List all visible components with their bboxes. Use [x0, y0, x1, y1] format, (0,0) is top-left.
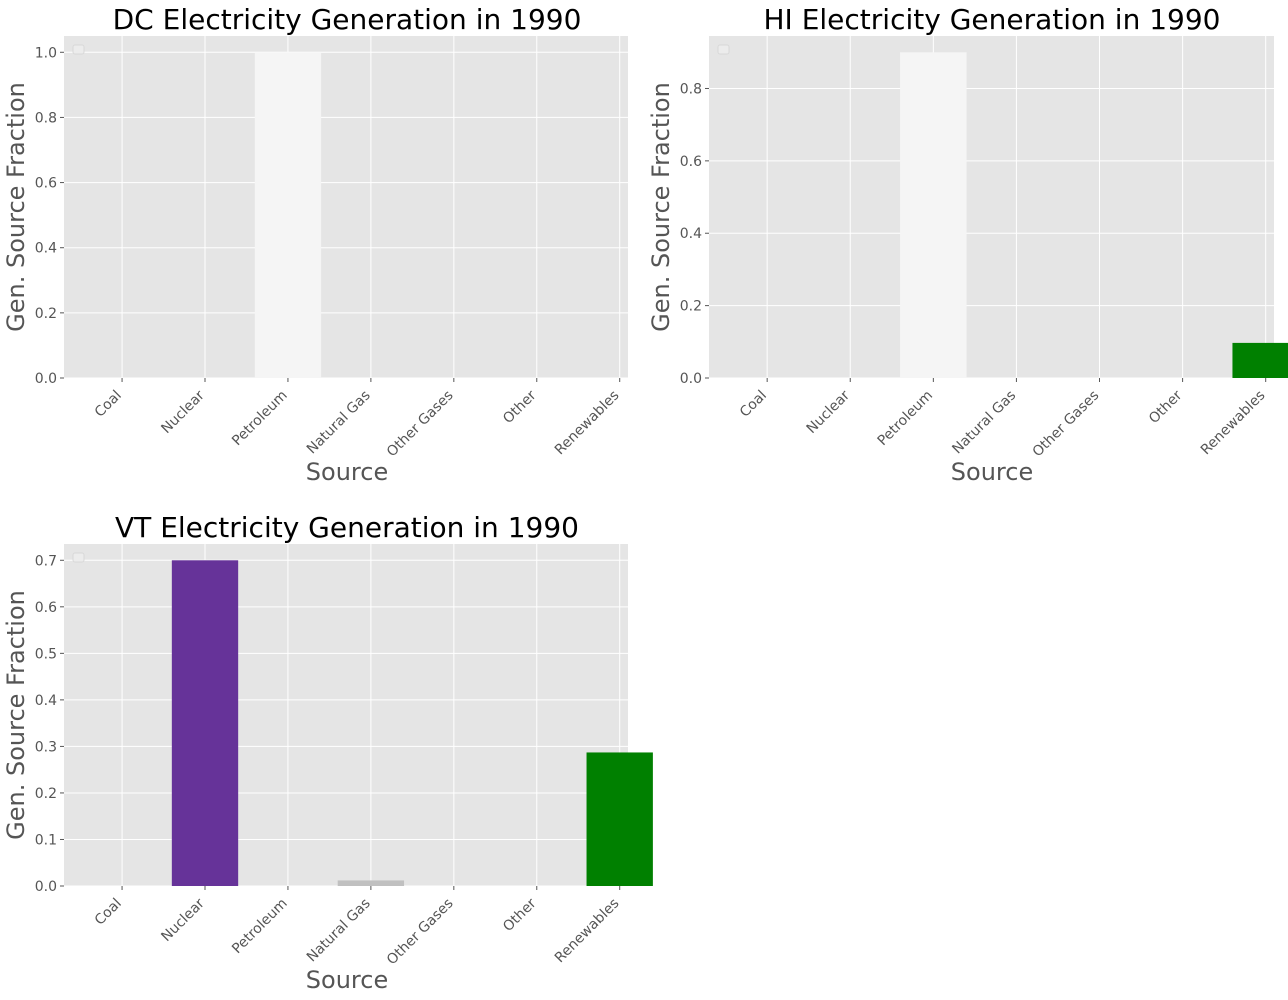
x-tick-label: Other Gases: [384, 896, 457, 969]
chart-title: DC Electricity Generation in 1990: [113, 3, 582, 36]
x-tick-label: Renewables: [1198, 388, 1269, 459]
y-tick-label: 0.8: [35, 110, 57, 126]
x-tick-label: Other Gases: [1030, 388, 1103, 461]
legend-box: [717, 44, 730, 55]
x-tick-label: Petroleum: [229, 896, 291, 958]
x-tick-label: Renewables: [552, 896, 623, 967]
bar-petroleum: [254, 52, 322, 379]
plot-area: [709, 36, 1274, 378]
y-tick-label: 0.8: [680, 81, 702, 97]
y-axis-label: Gen. Source Fraction: [2, 590, 30, 840]
y-tick-label: 0.6: [680, 154, 702, 170]
y-tick-label: 0.0: [35, 879, 57, 895]
x-tick-label: Petroleum: [875, 388, 937, 450]
x-tick-label: Other Gases: [384, 388, 457, 461]
y-tick-label: 0.0: [35, 371, 57, 387]
x-axis-label: Source: [306, 458, 388, 486]
chart-panel-1: 0.0 0.2 0.4 0.6 0.8 1.0 Coal Nuclear Petroleum Na…: [2, 3, 628, 486]
bar-petroleum: [900, 52, 967, 379]
bar-nuclear: [171, 560, 239, 886]
x-tick-label: Nuclear: [804, 387, 854, 437]
y-tick-label: 0.4: [35, 241, 57, 257]
x-tick-label: Coal: [737, 388, 770, 421]
x-axis-label: Source: [951, 458, 1033, 486]
bar-renewables: [1232, 342, 1288, 378]
x-tick-label: Renewables: [552, 388, 623, 459]
chart-panel-2: 0.0 0.2 0.4 0.6 0.8 Coal Nuclear Petroleum Natur…: [647, 3, 1288, 486]
y-tick-label: 1.0: [35, 45, 57, 61]
x-tick-label: Coal: [92, 388, 125, 421]
x-tick-label: Coal: [92, 896, 125, 929]
y-tick-label: 0.4: [35, 693, 57, 709]
chart-title: VT Electricity Generation in 1990: [115, 511, 579, 544]
chart-title: HI Electricity Generation in 1990: [764, 3, 1221, 36]
y-tick-label: 0.6: [35, 600, 57, 616]
x-tick-label: Petroleum: [229, 388, 291, 450]
x-tick-label: Nuclear: [158, 895, 208, 945]
x-tick-label: Nuclear: [158, 387, 208, 437]
y-tick-label: 0.6: [35, 176, 57, 192]
x-tick-label: Other: [500, 387, 540, 427]
y-axis-label: Gen. Source Fraction: [647, 82, 675, 332]
y-tick-label: 0.1: [35, 832, 57, 848]
bar-renewables: [586, 752, 653, 886]
legend-box: [72, 44, 85, 55]
y-tick-label: 0.4: [680, 226, 702, 242]
y-tick-label: 0.7: [35, 553, 57, 569]
x-tick-label: Natural Gas: [949, 388, 1019, 458]
x-tick-label: Natural Gas: [304, 896, 374, 966]
y-tick-label: 0.2: [35, 786, 57, 802]
y-tick-label: 0.2: [680, 299, 702, 315]
x-tick-label: Other: [500, 895, 540, 935]
plot-area: [64, 544, 628, 886]
y-tick-label: 0.0: [680, 371, 702, 387]
plot-area: [64, 36, 628, 378]
x-axis-label: Source: [306, 966, 388, 994]
y-tick-label: 0.5: [35, 646, 57, 662]
x-tick-label: Other: [1146, 387, 1186, 427]
y-tick-label: 0.3: [35, 739, 57, 755]
chart-panel-3: 0.0 0.1 0.2 0.3 0.4 0.5 0.6 0.7 Coal Nuclear Petro…: [2, 511, 653, 994]
x-tick-label: Natural Gas: [304, 388, 374, 458]
legend-box: [72, 552, 85, 563]
bar-natural-gas: [337, 880, 405, 886]
y-tick-label: 0.2: [35, 306, 57, 322]
y-axis-label: Gen. Source Fraction: [2, 82, 30, 332]
